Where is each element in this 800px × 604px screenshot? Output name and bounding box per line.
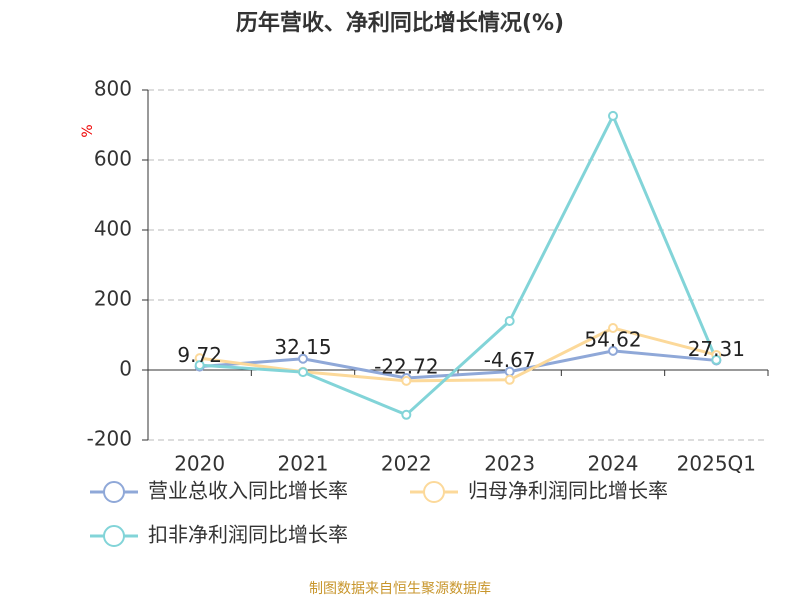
legend-label: 扣非净利润同比增长率 [148,523,348,547]
y-tick-label: 600 [94,147,132,171]
series-line [199,112,718,417]
data-label: 27.31 [688,337,745,361]
x-tick-label: 2021 [278,452,329,476]
series-line [199,349,717,380]
data-point [504,374,515,385]
data-point [711,354,722,365]
source-note: 制图数据来自恒生聚源数据库 [309,581,491,597]
y-axis-label: % [80,124,96,137]
data-label: -22.72 [374,354,438,378]
x-tick-label: 2020 [174,452,225,476]
y-tick-label: 0 [119,357,132,381]
data-point [298,367,308,378]
x-tick-label: 2022 [381,452,432,476]
x-tick-label: 2024 [588,452,639,476]
chart-title: 历年营收、净利同比增长情况(%) [236,10,564,36]
data-point [504,316,515,326]
data-point [194,360,205,371]
y-tick-label: 800 [94,77,132,101]
data-label: 32.15 [274,335,331,359]
legend-marker [103,525,125,547]
data-label: 9.72 [177,343,222,367]
y-tick-label: 400 [94,217,132,241]
legend-marker [103,481,125,503]
data-point [298,353,308,364]
data-point [608,110,618,121]
data-point [401,409,412,420]
data-point [608,323,618,333]
data-point [608,345,618,356]
y-tick-label: -200 [87,427,132,451]
legend-label: 归母净利润同比增长率 [468,479,668,503]
data-point [401,375,412,386]
y-tick-label: 200 [94,287,132,311]
x-tick-label: 2023 [484,452,535,476]
legend-marker [423,481,445,503]
data-label: 54.62 [584,327,641,351]
x-tick-label: 2025Q1 [677,452,756,476]
legend-label: 营业总收入同比增长率 [148,479,348,503]
data-label: -4.67 [484,348,536,372]
